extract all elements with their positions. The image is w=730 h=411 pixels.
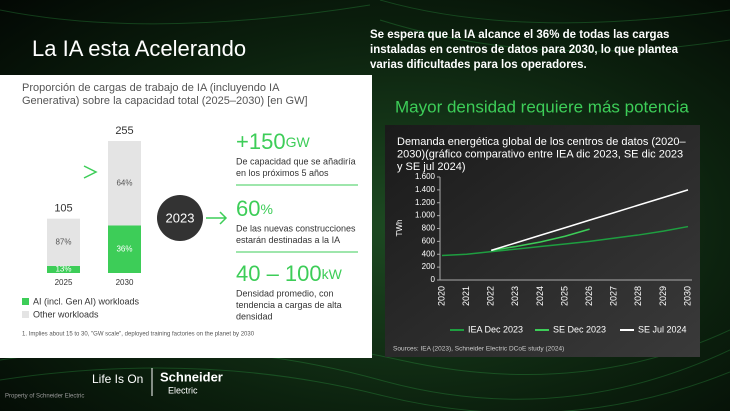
property: Property of Schneider Electric (5, 394, 84, 400)
chart-title: Proporción de cargas de trabajo de IA (i… (22, 82, 280, 94)
value-label: 36% (116, 244, 132, 253)
logo: Schneider (160, 369, 223, 384)
total-label: 105 (54, 203, 72, 215)
x-tick-label: 2028 (633, 286, 643, 306)
headline: Se espera que la IA alcance el 36% de to… (370, 29, 669, 41)
stat-text: estarán destinadas a la IA (236, 235, 340, 245)
arrow (83, 165, 98, 179)
value-label: 64% (116, 178, 132, 187)
bar-segment (108, 141, 141, 226)
source: Sources: IEA (2023), Schneider Electric … (393, 346, 564, 353)
stat-value: 40 – 100kW (236, 261, 343, 286)
series-line (490, 189, 689, 252)
x-tick-label: 2030 (116, 278, 134, 287)
x-tick-label: 2029 (658, 286, 668, 306)
unit: kW (322, 266, 343, 282)
headline: varias dificultades para los operadores. (370, 59, 587, 71)
unit: % (260, 201, 272, 217)
unit: GW (286, 134, 311, 150)
arrow (206, 211, 228, 225)
x-tick-label: 2021 (461, 286, 471, 306)
legend-label: Other workloads (33, 309, 99, 319)
total-label: 255 (115, 125, 133, 137)
chart-title: Generativa) sobre la capacidad total (20… (22, 95, 308, 107)
stat-text: densidad (236, 311, 273, 321)
series-line (441, 225, 689, 257)
chart-title: y SE jul 2024) (397, 161, 465, 173)
y-tick-label: 1.400 (415, 185, 436, 194)
x-tick-label: 2030 (682, 286, 692, 306)
x-tick-label: 2023 (510, 286, 520, 306)
x-tick-label: 2020 (436, 286, 446, 306)
y-tick-label: 1.600 (415, 172, 436, 181)
value-label: 87% (55, 237, 71, 246)
x-tick-label: 2022 (486, 286, 496, 306)
chart-title: 2030)(gráfico comparativo entre IEA dic … (397, 148, 683, 160)
x-tick-label: 2024 (535, 286, 545, 306)
stat-value: +150GW (236, 129, 310, 154)
y-tick-label: 0 (431, 275, 436, 284)
y-tick-label: 400 (422, 249, 436, 258)
y-tick-label: 800 (422, 224, 436, 233)
legend-label: SE Dec 2023 (553, 324, 606, 334)
x-tick-label: 2025 (559, 286, 569, 306)
x-tick-label: 2026 (584, 286, 594, 306)
stat-value: 60% (236, 196, 273, 221)
badge: 2023 (166, 210, 195, 225)
y-tick-label: 200 (422, 262, 436, 271)
bar-segment (108, 225, 141, 273)
unit: 40 – 100 (236, 261, 322, 286)
series-line (491, 228, 590, 252)
stat-text: Densidad promedio, con (236, 288, 334, 298)
unit: +150 (236, 129, 286, 154)
legend-label: AI (incl. Gen AI) workloads (33, 296, 140, 306)
logo-sub: Electric (168, 385, 198, 395)
stat-text: en los próximos 5 años (236, 168, 329, 178)
bar-segment (47, 265, 80, 273)
stat-text: tendencia a cargas de alta (236, 300, 342, 310)
legend-swatch (22, 298, 29, 305)
y-tick-label: 1.000 (415, 211, 436, 220)
y-tick-label: 1.200 (415, 198, 436, 207)
x-tick-label: 2027 (609, 286, 619, 306)
x-tick-label: 2025 (55, 278, 73, 287)
badge-circle (157, 195, 203, 241)
y-axis-label: TWh (395, 220, 404, 237)
tagline: Life Is On (92, 372, 143, 386)
footnote: 1. Implies about 15 to 30, "GW scale", d… (22, 332, 255, 338)
unit: 60 (236, 196, 260, 221)
headline: instaladas en centros de datos para 2030… (370, 44, 679, 56)
chart-title: Demanda energética global de los centros… (397, 136, 687, 148)
slide-title: La IA esta Acelerando (32, 36, 246, 61)
stat-text: De las nuevas construcciones (236, 223, 356, 233)
legend-label: IEA Dec 2023 (468, 324, 523, 334)
legend-label: SE Jul 2024 (638, 324, 687, 334)
bar-segment (47, 218, 80, 266)
y-tick-label: 600 (422, 236, 436, 245)
stat-text: De capacidad que se añadiría (236, 156, 356, 166)
legend-swatch (22, 311, 29, 318)
right-title: Mayor densidad requiere más potencia (395, 97, 689, 116)
value-label: 13% (55, 265, 71, 274)
